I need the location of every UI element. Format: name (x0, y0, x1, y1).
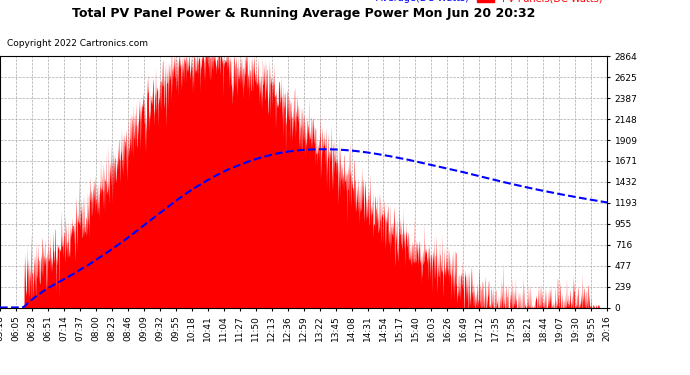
Text: Copyright 2022 Cartronics.com: Copyright 2022 Cartronics.com (7, 39, 148, 48)
Text: Total PV Panel Power & Running Average Power Mon Jun 20 20:32: Total PV Panel Power & Running Average P… (72, 8, 535, 21)
Legend: Average(DC Watts), PV Panels(DC Watts): Average(DC Watts), PV Panels(DC Watts) (351, 0, 602, 3)
